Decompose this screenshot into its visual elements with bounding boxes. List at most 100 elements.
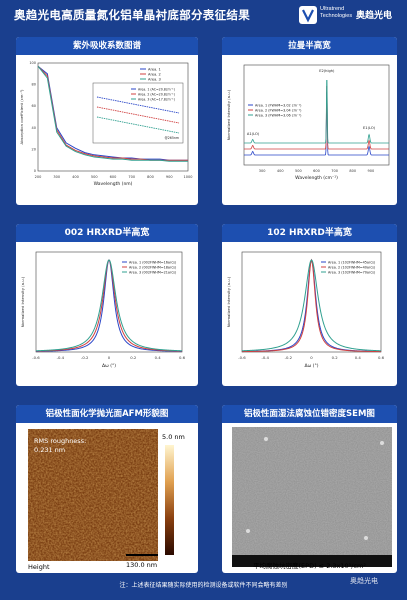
x-tick-label: 0.2 (332, 355, 339, 360)
x-tick-label: 900 (368, 169, 375, 173)
sem-panel-title: 铝极性面湿法腐蚀位错密度SEM图 (222, 405, 397, 423)
afm-scale-max: 5.0 nm (162, 433, 185, 441)
sem-info-bar (232, 555, 392, 567)
afm-color-scale (165, 445, 174, 555)
series-line (37, 65, 188, 162)
legend-label: Area. 1 (FWHM=3.02 cm⁻¹) (255, 103, 302, 107)
x-tick-label: 0.6 (378, 355, 385, 360)
x-tick-label: 0 (310, 355, 313, 360)
x-tick-label: 0 (108, 355, 111, 360)
series-line (244, 79, 389, 144)
raman-panel-title: 拉曼半高宽 (222, 37, 397, 55)
x-tick-label: 800 (147, 175, 154, 179)
x-tick-label: 700 (331, 169, 338, 173)
legend-label: Area. 2 (FWHM=3.04 cm⁻¹) (255, 108, 302, 112)
raman-chart: 300 400 500 600 700 800 900 Wavelength (cm⁻¹) No… (226, 64, 390, 181)
x-axis-label: Δω (°) (304, 363, 318, 369)
afm-scalebar (126, 554, 158, 556)
x-tick-label: -0.6 (32, 355, 40, 360)
uv-absorption-chart: 200 300 400 500 600 700 800 900 1000 0 20 40 60 80 100… (19, 61, 192, 187)
logo-en-line2: Technologies (320, 13, 353, 19)
y-axis-label: Normalized Intensity (a.u.) (226, 276, 231, 327)
legend-label: Area. 3 (002FWHM=21arcs) (129, 270, 177, 274)
afm-scalebar-label: 130.0 nm (126, 561, 158, 569)
afm-texture (28, 429, 158, 561)
inset-legend-label: Area. 3 (AC=17.8cm⁻¹) (138, 97, 175, 101)
inset-note: @265nm (165, 136, 179, 140)
xrd102-chart: -0.6 -0.4 -0.2 0 0.2 0.4 0.6 Δω (°) Normalized I… (226, 251, 385, 369)
x-tick-label: 300 (259, 169, 266, 173)
x-tick-label: -0.4 (57, 355, 65, 360)
sem-texture (232, 427, 392, 555)
uv-panel-title: 紫外吸收系数图谱 (16, 37, 198, 55)
sem-image (232, 427, 392, 567)
xrd002-panel-title: 002 HRXRD半高宽 (16, 224, 198, 242)
uv-absorption-panel: 紫外吸收系数图谱 200 300 400 500 600 700 800 900 1000 0 20… (16, 37, 198, 205)
x-tick-label: 300 (53, 175, 60, 179)
x-tick-label: -0.4 (261, 355, 269, 360)
afm-panel: 铝极性面化学抛光面AFM形貌图 RMS roughness: 0.231 nm … (16, 405, 198, 573)
series-line (244, 85, 389, 150)
xrd002-panel: 002 HRXRD半高宽 -0.6 -0.4 -0.2 0 0.2 0.4 0.6 Δω (°… (16, 224, 198, 386)
inset-legend-label: Area. 1 (AC=20.8cm⁻¹) (138, 87, 175, 91)
peak-annotation: E2(high) (319, 69, 335, 73)
sem-panel: 铝极性面湿法腐蚀位错密度SEM图 平均腐蚀坑密度(EPD) ≤ 2.3x10⁵/… (222, 405, 397, 573)
x-tick-label: 600 (110, 175, 117, 179)
y-tick-label: 60 (32, 104, 36, 108)
page-title: 奥趋光电高质量氮化铝单晶衬底部分表征结果 (14, 8, 250, 22)
y-tick-label: 100 (29, 61, 36, 65)
logo-english-name: Ultratrend Technologies (320, 6, 352, 20)
footer-note: 注：上述表征结果随实际使用的检测设备或软件不同会略有差别 (119, 582, 288, 589)
legend-label: Area. 1 (002FWHM=16arcs) (129, 260, 177, 264)
x-tick-label: 0.4 (155, 355, 162, 360)
peak-annotation: A1(LO) (247, 132, 260, 136)
x-tick-label: -0.2 (285, 355, 293, 360)
y-tick-label: 20 (32, 147, 36, 151)
x-tick-label: 500 (91, 175, 98, 179)
x-tick-label: 400 (72, 175, 79, 179)
sem-caption: 平均腐蚀坑密度(EPD) ≤ 2.3x10⁵/cm² (253, 562, 366, 570)
inset-series-line (96, 116, 180, 134)
watermark: 奥趋光电 (350, 577, 378, 585)
raman-panel: 拉曼半高宽 300 400 500 600 700 800 900 Wavelength (c… (222, 37, 397, 205)
etch-pit (264, 437, 268, 441)
inset-frame (92, 82, 184, 144)
peak-annotation: E1(LO) (363, 126, 376, 130)
series-line (241, 259, 382, 352)
xrd102-panel: 102 HRXRD半高宽 -0.6 -0.4 -0.2 0 0.2 0.4 0.6 Δω (°… (222, 224, 397, 386)
y-axis-label: Normalized Intensity (a.u.) (20, 276, 25, 327)
afm-height-label: Height (28, 563, 50, 571)
afm-image: RMS roughness: 0.231 nm (28, 429, 158, 561)
x-tick-label: 0.2 (130, 355, 137, 360)
logo-en-line1: Ultratrend (320, 6, 345, 12)
legend-label: Area. 1 (102FWHM=45arcs) (328, 260, 376, 264)
etch-pit (380, 441, 384, 445)
legend-label: Area. 3 (FWHM=3.06 cm⁻¹) (255, 113, 302, 117)
plot-frame (243, 64, 390, 166)
legend-label: Area. 2 (102FWHM=40arcs) (328, 265, 376, 269)
logo-chinese-name: 奥趋光电 (356, 11, 393, 21)
plot-frame (241, 251, 382, 353)
x-tick-label: 400 (277, 169, 284, 173)
x-tick-label: -0.2 (81, 355, 89, 360)
y-tick-label: 40 (32, 126, 36, 130)
inset-series-line (96, 96, 180, 114)
series-line (35, 259, 183, 352)
x-axis-label: Wavelength (nm) (94, 181, 133, 187)
x-axis-label: Δω (°) (102, 363, 116, 369)
x-tick-label: 200 (35, 175, 42, 179)
page-header: 奥趋光电高质量氮化铝单晶衬底部分表征结果 Ultratrend Technolo… (0, 0, 407, 30)
x-tick-label: 900 (166, 175, 173, 179)
plot-frame (35, 251, 183, 353)
company-logo: Ultratrend Technologies 奥趋光电 (298, 4, 398, 26)
x-tick-label: 700 (128, 175, 135, 179)
xrd102-panel-title: 102 HRXRD半高宽 (222, 224, 397, 242)
x-tick-label: -0.6 (238, 355, 246, 360)
x-tick-label: 800 (349, 169, 356, 173)
x-tick-label: 500 (295, 169, 302, 173)
xrd002-chart: -0.6 -0.4 -0.2 0 0.2 0.4 0.6 Δω (°) Normalized I… (20, 251, 186, 369)
x-tick-label: 0.6 (179, 355, 186, 360)
y-tick-label: 0 (34, 169, 36, 173)
legend-label: Area. 2 (002FWHM=18arcs) (129, 265, 177, 269)
series-line (244, 91, 389, 156)
